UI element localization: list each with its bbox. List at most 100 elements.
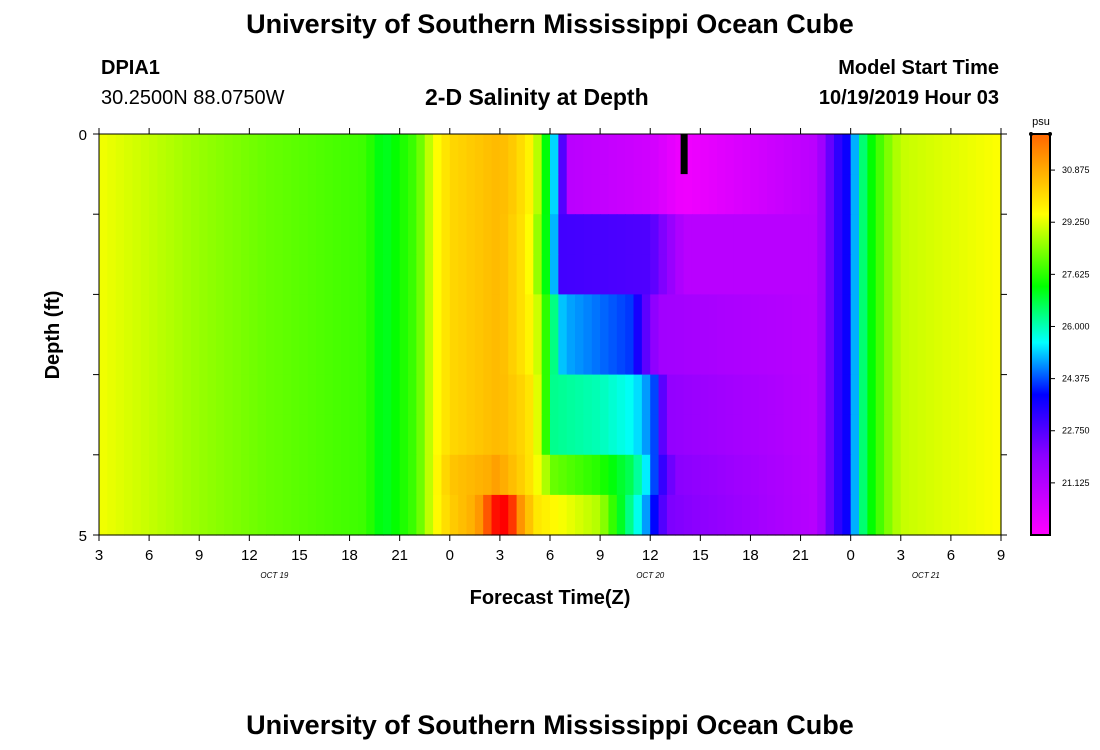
heatmap-cell bbox=[733, 334, 743, 376]
heatmap-cell bbox=[349, 374, 359, 416]
heatmap-cell bbox=[875, 454, 885, 496]
heatmap-cell bbox=[900, 374, 910, 416]
heatmap-cell bbox=[683, 174, 693, 215]
heatmap-cell bbox=[516, 294, 526, 336]
heatmap-cell bbox=[441, 494, 451, 536]
heatmap-cell bbox=[783, 374, 793, 416]
heatmap-cell bbox=[99, 294, 108, 336]
heatmap-cell bbox=[332, 214, 342, 255]
heatmap-cell bbox=[399, 214, 409, 255]
heatmap-cell bbox=[499, 134, 509, 175]
heatmap-cell bbox=[725, 294, 735, 336]
heatmap-cell bbox=[909, 294, 919, 336]
heatmap-cell bbox=[165, 454, 175, 496]
heatmap-cell bbox=[349, 294, 359, 336]
heatmap-cell bbox=[825, 494, 835, 536]
heatmap-cell bbox=[884, 494, 894, 536]
heatmap-cell bbox=[307, 414, 317, 456]
heatmap-cell bbox=[149, 214, 159, 255]
heatmap-cell bbox=[700, 494, 710, 536]
x-tick-label: 9 bbox=[997, 547, 1005, 564]
heatmap-cell bbox=[708, 254, 718, 295]
heatmap-cell bbox=[758, 414, 768, 456]
heatmap-cell bbox=[591, 334, 601, 376]
heatmap-cell bbox=[800, 494, 810, 536]
heatmap-cell bbox=[349, 134, 359, 175]
heatmap-cell bbox=[925, 414, 935, 456]
heatmap-cell bbox=[249, 254, 259, 295]
heatmap-cell bbox=[984, 294, 994, 336]
heatmap-cell bbox=[800, 254, 810, 295]
heatmap-cell bbox=[658, 334, 668, 376]
heatmap-cell bbox=[232, 454, 242, 496]
heatmap-cell bbox=[257, 294, 267, 336]
heatmap-cell bbox=[341, 294, 351, 336]
heatmap-cell bbox=[307, 454, 317, 496]
heatmap-cell bbox=[884, 134, 894, 175]
heatmap-cell bbox=[99, 454, 108, 496]
heatmap-cell bbox=[266, 214, 275, 255]
colorbar-tick-label: 30.875 bbox=[1062, 165, 1090, 175]
heatmap-cell bbox=[900, 334, 910, 376]
heatmap-cell bbox=[725, 494, 735, 536]
heatmap-cell bbox=[733, 374, 743, 416]
heatmap-cell bbox=[625, 254, 635, 295]
heatmap-cell bbox=[291, 254, 301, 295]
heatmap-cell bbox=[516, 254, 526, 295]
heatmap-cell bbox=[683, 134, 693, 175]
heatmap-cell bbox=[282, 414, 292, 456]
heatmap-cell bbox=[449, 174, 459, 215]
heatmap-cell bbox=[516, 134, 526, 175]
heatmap-cell bbox=[550, 454, 559, 496]
heatmap-cell bbox=[775, 454, 785, 496]
x-tick-label: 12 bbox=[642, 547, 659, 564]
heatmap-cell bbox=[717, 414, 726, 456]
heatmap-cell bbox=[282, 294, 292, 336]
heatmap-cell bbox=[349, 254, 359, 295]
heatmap-cell bbox=[625, 214, 635, 255]
heatmap-cell bbox=[817, 294, 827, 336]
heatmap-cell bbox=[859, 214, 868, 255]
heatmap-cell bbox=[374, 494, 384, 536]
heatmap-cell bbox=[282, 134, 292, 175]
heatmap-cell bbox=[408, 254, 417, 295]
heatmap-cell bbox=[783, 294, 793, 336]
heatmap-cell bbox=[215, 454, 225, 496]
heatmap-cell bbox=[240, 334, 250, 376]
heatmap-cell bbox=[975, 454, 985, 496]
heatmap-cell bbox=[750, 374, 760, 416]
heatmap-cell bbox=[165, 254, 175, 295]
heatmap-cell bbox=[558, 174, 568, 215]
heatmap-cell bbox=[633, 374, 643, 416]
heatmap-cell bbox=[416, 174, 426, 215]
heatmap-cell bbox=[215, 494, 225, 536]
heatmap-cell bbox=[483, 134, 493, 175]
heatmap-cell bbox=[182, 334, 192, 376]
heatmap-cell bbox=[733, 494, 743, 536]
heatmap-cell bbox=[307, 294, 317, 336]
heatmap-cell bbox=[533, 334, 543, 376]
heatmap-cell bbox=[140, 414, 150, 456]
heatmap-cell bbox=[215, 374, 225, 416]
heatmap-cell bbox=[541, 214, 551, 255]
heatmap-cell bbox=[909, 214, 919, 255]
heatmap-cell bbox=[717, 174, 726, 215]
colorbar-tick-label: 27.625 bbox=[1062, 269, 1090, 279]
heatmap-cell bbox=[115, 134, 125, 175]
heatmap-cell bbox=[975, 174, 985, 215]
heatmap-cell bbox=[750, 174, 760, 215]
heatmap-cell bbox=[483, 454, 493, 496]
heatmap-cell bbox=[132, 454, 142, 496]
heatmap-cell bbox=[332, 294, 342, 336]
heatmap-cell bbox=[107, 174, 117, 215]
heatmap-cell bbox=[650, 134, 660, 175]
heatmap-cell bbox=[817, 494, 827, 536]
heatmap-cell bbox=[449, 374, 459, 416]
heatmap-cell bbox=[708, 414, 718, 456]
heatmap-cell bbox=[708, 454, 718, 496]
heatmap-cell bbox=[441, 414, 451, 456]
heatmap-cell bbox=[232, 294, 242, 336]
heatmap-cell bbox=[842, 374, 852, 416]
heatmap-cell bbox=[232, 334, 242, 376]
heatmap-cell bbox=[875, 414, 885, 456]
